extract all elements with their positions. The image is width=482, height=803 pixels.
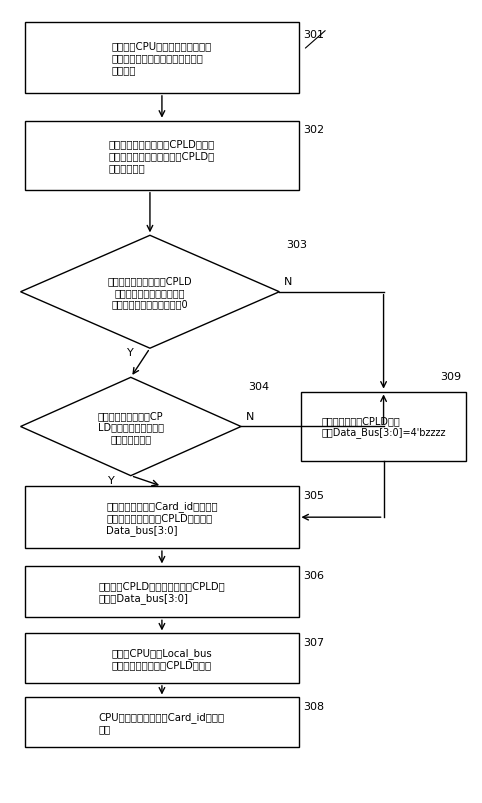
Text: 307: 307 xyxy=(303,638,324,647)
Text: N: N xyxy=(246,412,254,422)
Text: N: N xyxy=(284,277,293,287)
Text: CPU根据业务线卡类型Card_id查询真
值表: CPU根据业务线卡类型Card_id查询真 值表 xyxy=(99,711,225,734)
FancyBboxPatch shape xyxy=(26,22,298,94)
Text: 308: 308 xyxy=(303,701,324,711)
Text: 被读取的业务线卡Card_id类型值传
输至被读取业务线卡CPLD的寄存器
Data_bus[3:0]: 被读取的业务线卡Card_id类型值传 输至被读取业务线卡CPLD的寄存器 Da… xyxy=(106,500,218,535)
Text: 304: 304 xyxy=(248,381,269,392)
Text: Y: Y xyxy=(127,348,134,358)
FancyBboxPatch shape xyxy=(26,634,298,683)
Text: 306: 306 xyxy=(303,570,324,581)
FancyBboxPatch shape xyxy=(26,567,298,618)
Text: 301: 301 xyxy=(303,30,324,39)
FancyBboxPatch shape xyxy=(26,121,298,190)
Text: 所有在位的业务线卡的CPLD
判断接收的槽位地址与本槽
位地址进行异或运算是否为0: 所有在位的业务线卡的CPLD 判断接收的槽位地址与本槽 位地址进行异或运算是否为… xyxy=(107,275,192,309)
FancyBboxPatch shape xyxy=(301,392,466,461)
Text: 302: 302 xyxy=(303,125,324,135)
Text: 309: 309 xyxy=(441,371,461,381)
Text: 主控卡的CPLD接收来自业线卡CPLD寄
存器的Data_bus[3:0]: 主控卡的CPLD接收来自业线卡CPLD寄 存器的Data_bus[3:0] xyxy=(98,581,225,603)
Text: 主控卡的CPU同时发送被读取业务
线卡槽位地址和业务线卡类型的读
使能命令: 主控卡的CPU同时发送被读取业务 线卡槽位地址和业务线卡类型的读 使能命令 xyxy=(112,42,212,75)
Text: 所有在位的业务线卡的CPLD通过其
扩展的地址总线接收主控卡CPLD发
送的槽位地址: 所有在位的业务线卡的CPLD通过其 扩展的地址总线接收主控卡CPLD发 送的槽位… xyxy=(109,140,215,173)
Text: 主控的CPU通过Local_bus
总线读取所述主控卡CPLD寄存值: 主控的CPU通过Local_bus 总线读取所述主控卡CPLD寄存值 xyxy=(111,647,212,670)
FancyBboxPatch shape xyxy=(26,487,298,548)
FancyBboxPatch shape xyxy=(26,698,298,747)
Text: Y: Y xyxy=(108,475,115,485)
Text: 303: 303 xyxy=(286,239,308,250)
Text: 被读取的业务线卡的CP
LD判断所接的读使能信
号是否为低电平: 被读取的业务线卡的CP LD判断所接的读使能信 号是否为低电平 xyxy=(98,410,164,443)
Text: 305: 305 xyxy=(303,491,324,500)
Text: 被读取业务线卡CPLD的寄
存器Data_Bus[3:0]=4'bzzzz: 被读取业务线卡CPLD的寄 存器Data_Bus[3:0]=4'bzzzz xyxy=(321,415,446,438)
